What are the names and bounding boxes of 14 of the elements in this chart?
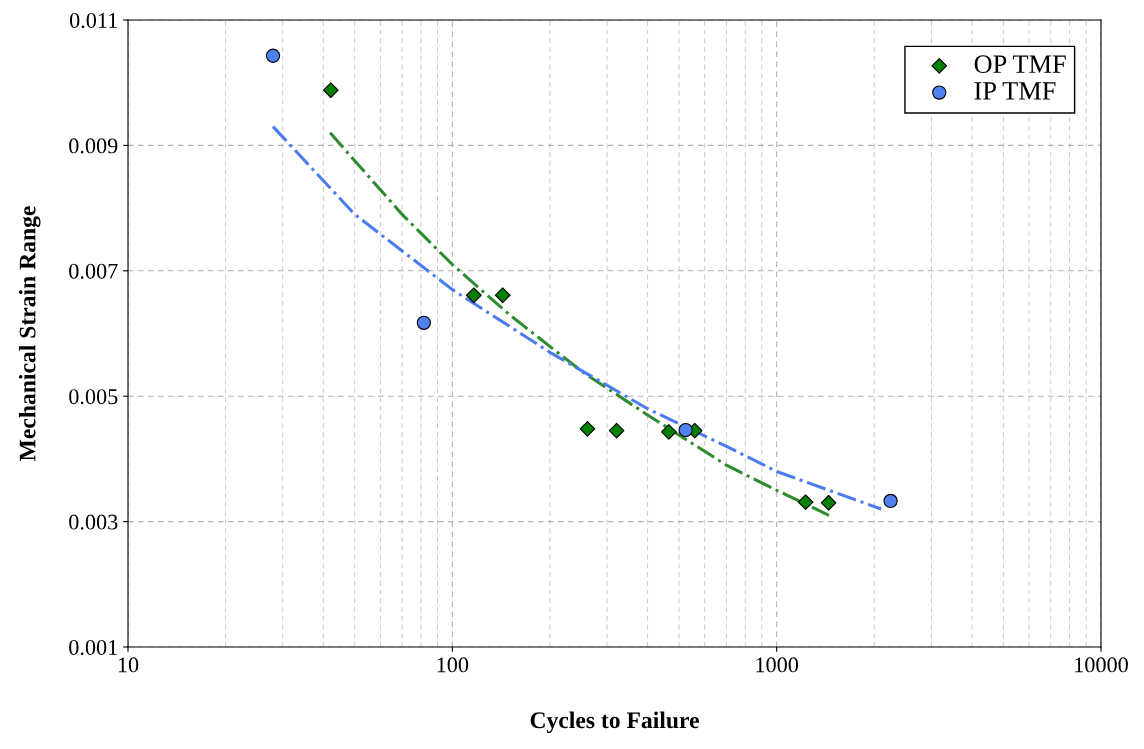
y-tick-label: 0.009 <box>69 138 118 154</box>
x-tick-label: 1000 <box>756 657 799 673</box>
legend-label: OP TMF <box>974 55 1066 74</box>
y-tick-label: 0.011 <box>69 12 117 29</box>
y-tick-label: 0.001 <box>69 639 117 656</box>
y-tick-label: 0.007 <box>69 263 118 279</box>
legend-label: IP TMF <box>974 82 1056 100</box>
y-tick-label: 0.003 <box>69 514 118 530</box>
x-tick-label: 10 <box>118 657 139 673</box>
y-axis-title: Mechanical Strain Range <box>18 206 41 461</box>
x-tick-label: 10000 <box>1075 657 1128 673</box>
y-tick-label: 0.005 <box>69 389 118 405</box>
x-tick-label: 100 <box>437 657 469 673</box>
x-axis-title: Cycles to Failure <box>530 711 699 734</box>
